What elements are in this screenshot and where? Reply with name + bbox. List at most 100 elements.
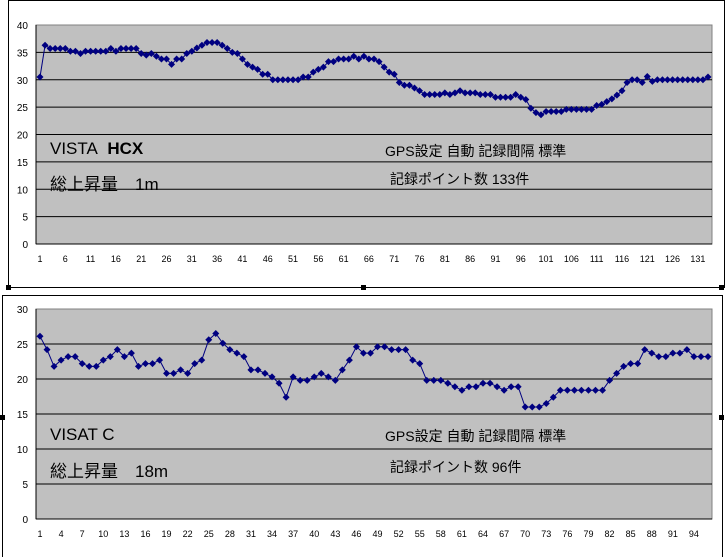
selection-handle[interactable]	[0, 415, 5, 420]
data-point	[269, 76, 277, 84]
x-tick-label: 4	[59, 529, 64, 539]
chart2-device-label: VISAT C	[50, 425, 115, 444]
data-point	[152, 52, 160, 60]
data-point	[704, 73, 712, 81]
data-point	[289, 76, 297, 84]
data-point	[355, 55, 363, 63]
data-point	[218, 41, 226, 49]
data-point	[669, 76, 677, 84]
x-tick-label: 11	[86, 254, 95, 264]
chart1-ascent: 総上昇量 1m	[50, 175, 159, 194]
chart1-point-count: 記録ポイント数 133件	[390, 171, 530, 187]
data-point	[608, 95, 616, 103]
data-point	[528, 403, 536, 411]
data-point	[628, 76, 636, 84]
x-tick-label: 25	[204, 529, 214, 539]
x-tick-label: 13	[119, 529, 129, 539]
y-tick-label: 5	[22, 213, 28, 224]
chart1-device-label: VISTA HCX	[50, 139, 144, 158]
data-point	[375, 58, 383, 66]
x-tick-label: 131	[690, 254, 705, 264]
x-tick-label: 96	[516, 254, 526, 264]
data-point	[583, 105, 591, 113]
data-point	[82, 47, 90, 55]
x-tick-label: 36	[212, 254, 222, 264]
data-point	[613, 369, 621, 377]
data-point	[61, 45, 69, 53]
data-point	[127, 349, 135, 357]
data-point	[593, 101, 601, 109]
data-point	[71, 353, 79, 361]
data-point	[193, 44, 201, 52]
y-tick-label: 40	[17, 21, 29, 32]
data-point	[50, 362, 58, 370]
data-point	[683, 346, 691, 354]
data-point	[395, 346, 403, 354]
data-point	[497, 93, 505, 101]
data-point	[481, 91, 489, 99]
data-point	[219, 339, 227, 347]
data-point	[674, 76, 682, 84]
x-tick-label: 106	[564, 254, 579, 264]
data-point	[275, 379, 283, 387]
data-point	[203, 39, 211, 47]
data-point	[556, 386, 564, 394]
data-point	[274, 76, 282, 84]
selection-handle[interactable]	[719, 415, 724, 420]
data-point	[486, 379, 494, 387]
data-point	[690, 353, 698, 361]
y-tick-label: 35	[17, 48, 29, 59]
y-tick-label: 0	[22, 515, 28, 526]
data-point	[423, 376, 431, 384]
x-tick-label: 22	[183, 529, 193, 539]
data-point	[567, 105, 575, 113]
data-point	[627, 360, 635, 368]
data-point	[395, 78, 403, 86]
data-point	[223, 45, 231, 53]
selection-handle[interactable]	[719, 285, 724, 290]
chart2-gps-setting: GPS設定 自動 記録間隔 標準	[385, 428, 567, 444]
data-point	[655, 353, 663, 361]
data-point	[331, 376, 339, 384]
data-point	[476, 91, 484, 99]
data-point	[319, 63, 327, 71]
data-point	[416, 360, 424, 368]
data-point	[264, 70, 272, 78]
data-point	[409, 356, 417, 364]
data-point	[603, 98, 611, 106]
data-point	[127, 45, 135, 53]
data-point	[430, 376, 438, 384]
y-tick-label: 10	[17, 445, 29, 456]
selection-handle[interactable]	[6, 285, 11, 290]
x-tick-label: 79	[583, 529, 593, 539]
data-point	[570, 386, 578, 394]
data-point	[360, 52, 368, 60]
data-point	[451, 383, 459, 391]
data-point	[437, 376, 445, 384]
x-tick-label: 40	[309, 529, 319, 539]
x-tick-label: 70	[520, 529, 530, 539]
y-tick-label: 0	[22, 240, 28, 251]
data-point	[521, 403, 529, 411]
data-point	[120, 353, 128, 361]
data-point	[184, 369, 192, 377]
data-point	[684, 76, 692, 84]
data-point	[330, 58, 338, 66]
data-point	[254, 65, 262, 73]
x-tick-label: 16	[140, 529, 150, 539]
data-point	[591, 386, 599, 394]
data-point	[228, 48, 236, 56]
data-point	[542, 400, 550, 407]
selection-handle[interactable]	[361, 285, 366, 290]
data-point	[613, 91, 621, 99]
data-point	[502, 93, 510, 101]
x-tick-label: 7	[80, 529, 85, 539]
data-point	[374, 343, 382, 351]
data-point	[465, 383, 473, 391]
data-point	[676, 349, 684, 357]
data-point	[679, 76, 687, 84]
data-point	[380, 63, 388, 71]
data-point	[296, 376, 304, 384]
x-tick-label: 116	[615, 254, 629, 264]
